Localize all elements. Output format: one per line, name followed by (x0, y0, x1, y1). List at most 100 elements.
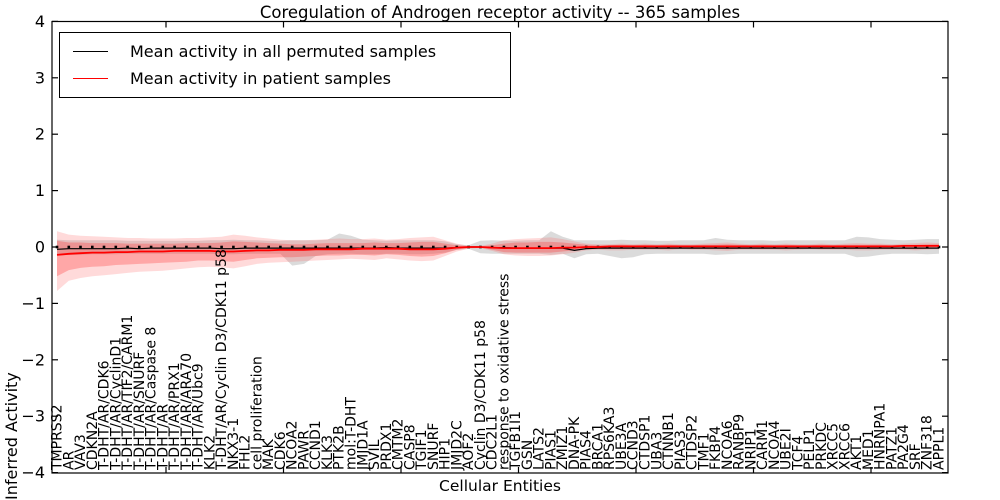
chart-title: Coregulation of Androgen receptor activi… (259, 3, 741, 22)
x-tick-label: PATZ1 (884, 427, 900, 470)
x-tick-label: KLK3 (320, 435, 336, 470)
y-tick-label: 1 (35, 181, 45, 200)
x-tick-label: TCF4 (790, 435, 806, 471)
x-tick-label: XRCC6 (837, 423, 853, 470)
y-axis-ticks: 4 3 2 1 0 −1 −2 −3 −4 (21, 12, 948, 482)
x-tick-label: T-DHT/AR/ARA70 (179, 353, 195, 471)
x-axis-ticks (165, 21, 872, 473)
x-tick-label: AR (61, 450, 77, 470)
x-tick-label: T-DHT/AR/Cyclin D3/CDK11 p58 (214, 249, 230, 471)
permuted-line-swatch (73, 50, 108, 52)
x-tick-label: RANBP9 (732, 414, 748, 470)
x-tick-label: CCND3 (626, 420, 642, 470)
x-tick-label: ZMIZ1 (555, 426, 571, 470)
y-tick-label: −4 (21, 463, 45, 482)
x-tick-label: cell proliferation (249, 356, 265, 470)
x-tick-label: UBA3 (649, 432, 665, 470)
y-tick-label: 0 (35, 238, 45, 257)
x-tick-label: SRF (908, 443, 924, 470)
x-tick-label: DNA-PK (567, 416, 583, 470)
y-axis-label: Inferred Activity (2, 372, 21, 500)
x-tick-label: T-DHT/AR/CyclinD1 (108, 337, 124, 471)
x-tick-label: FHL2 (238, 435, 254, 470)
x-tick-label: ZNF318 (920, 415, 936, 470)
x-tick-label: NKX3-1 (226, 418, 242, 470)
x-tick-label: XRCC5 (826, 423, 842, 470)
x-tick-label: SVIL (367, 439, 383, 470)
x-tick-label: Cyclin D3/CDK11 p58 (473, 320, 489, 470)
x-tick-label: NCOA2 (285, 420, 301, 470)
x-tick-label: CTDSP2 (685, 415, 701, 470)
y-tick-label: 2 (35, 125, 45, 144)
x-tick-label: T-DHT/AR/Ubc9 (191, 363, 207, 471)
legend-label-permuted: Mean activity in all permuted samples (130, 41, 437, 61)
x-tick-label: T-DHT/AR (155, 404, 171, 471)
x-tick-label: PIAS3 (673, 430, 689, 470)
x-tick-label: CDK6 (273, 431, 289, 470)
x-axis-label: Cellular Entities (439, 477, 561, 495)
x-tick-label: MAK (261, 438, 277, 470)
y-tick-label: −2 (21, 350, 45, 369)
x-tick-label: SNURF (426, 423, 442, 470)
legend-entry-permuted: Mean activity in all permuted samples (73, 42, 510, 61)
x-tick-label: PTK2B (332, 425, 348, 470)
legend: Mean activity in all permuted samples Me… (59, 32, 511, 98)
x-tick-label: TGIF1 (414, 430, 430, 472)
patient-mean-line (56, 244, 939, 256)
x-tick-label: CCND1 (308, 420, 324, 470)
x-tick-label: CDC2L1 (485, 414, 501, 470)
x-tick-label: PRKDC (814, 422, 830, 470)
x-category-labels: TMPRSS2ARVAV3CDKN2AT-DHT/AR/CDK6T-DHT/AR… (50, 249, 948, 471)
x-tick-label: APPL1 (932, 427, 948, 470)
x-tick-label: TMF1 (696, 432, 712, 471)
x-tick-label: UBE2I (779, 428, 795, 470)
x-tick-label: GSN (520, 440, 536, 470)
x-tick-label: T-DHT/AR/Caspase 8 (144, 327, 160, 471)
x-tick-label: AKT1 (849, 435, 865, 470)
x-tick-label: KLK2 (202, 435, 218, 470)
x-tick-label: FKBP4 (708, 426, 724, 470)
x-tick-label: T-DHT/AR/SNURF (132, 352, 148, 471)
x-tick-label: CDKN2A (85, 411, 101, 470)
x-tick-label: NCOA6 (720, 420, 736, 470)
x-tick-label: PA2G4 (896, 424, 912, 470)
x-tick-label: JMJD2C (449, 420, 465, 471)
x-tick-label: PIAS1 (543, 430, 559, 470)
patient-line-swatch (73, 78, 108, 80)
y-tick-label: −1 (21, 294, 45, 313)
x-tick-label: HIP1 (438, 438, 454, 470)
x-tick-label: MED1 (861, 429, 877, 470)
x-tick-label: T-DHT/AR/PRX1 (167, 362, 183, 471)
legend-label-patient: Mean activity in patient samples (130, 69, 391, 89)
x-tick-label: T-DHT/AR/CDK6 (97, 360, 113, 471)
y-tick-label: −3 (21, 407, 45, 426)
x-tick-label: CARM1 (755, 420, 771, 470)
x-tick-label: CTDSP1 (638, 415, 654, 470)
x-tick-label: PRDX1 (379, 423, 395, 470)
x-tick-label: T-DHT/AR/TIF2/CARM1 (120, 315, 136, 471)
x-tick-label: CASP8 (402, 424, 418, 470)
x-tick-label: RPS6KA3 (602, 407, 618, 470)
x-tick-label: response to oxidative stress (496, 274, 512, 470)
x-tick-label: LATS2 (532, 427, 548, 470)
x-tick-label: CMTM2 (391, 419, 407, 470)
x-tick-label: VAV3 (73, 434, 89, 470)
x-tick-label: CTNNB1 (661, 412, 677, 470)
x-tick-label: PELP1 (802, 428, 818, 470)
x-tick-label: NRIP1 (743, 428, 759, 470)
x-tick-label: UBE3A (614, 422, 630, 470)
x-tick-label: BRCA1 (590, 423, 606, 470)
x-tick-label: JMJD1A (355, 420, 371, 471)
y-tick-label: 4 (35, 12, 45, 31)
x-tick-label: AOF2 (461, 433, 477, 470)
legend-entry-patient: Mean activity in patient samples (73, 69, 510, 88)
x-tick-label: mol:T-DHT (344, 397, 360, 470)
x-tick-label: NCOA4 (767, 420, 783, 470)
x-tick-label: PAWR (296, 430, 312, 470)
x-tick-label: TGFB1I1 (508, 411, 524, 471)
y-tick-label: 3 (35, 68, 45, 87)
x-tick-label: PIAS4 (579, 430, 595, 470)
x-tick-label: HNRNPA1 (873, 403, 889, 470)
